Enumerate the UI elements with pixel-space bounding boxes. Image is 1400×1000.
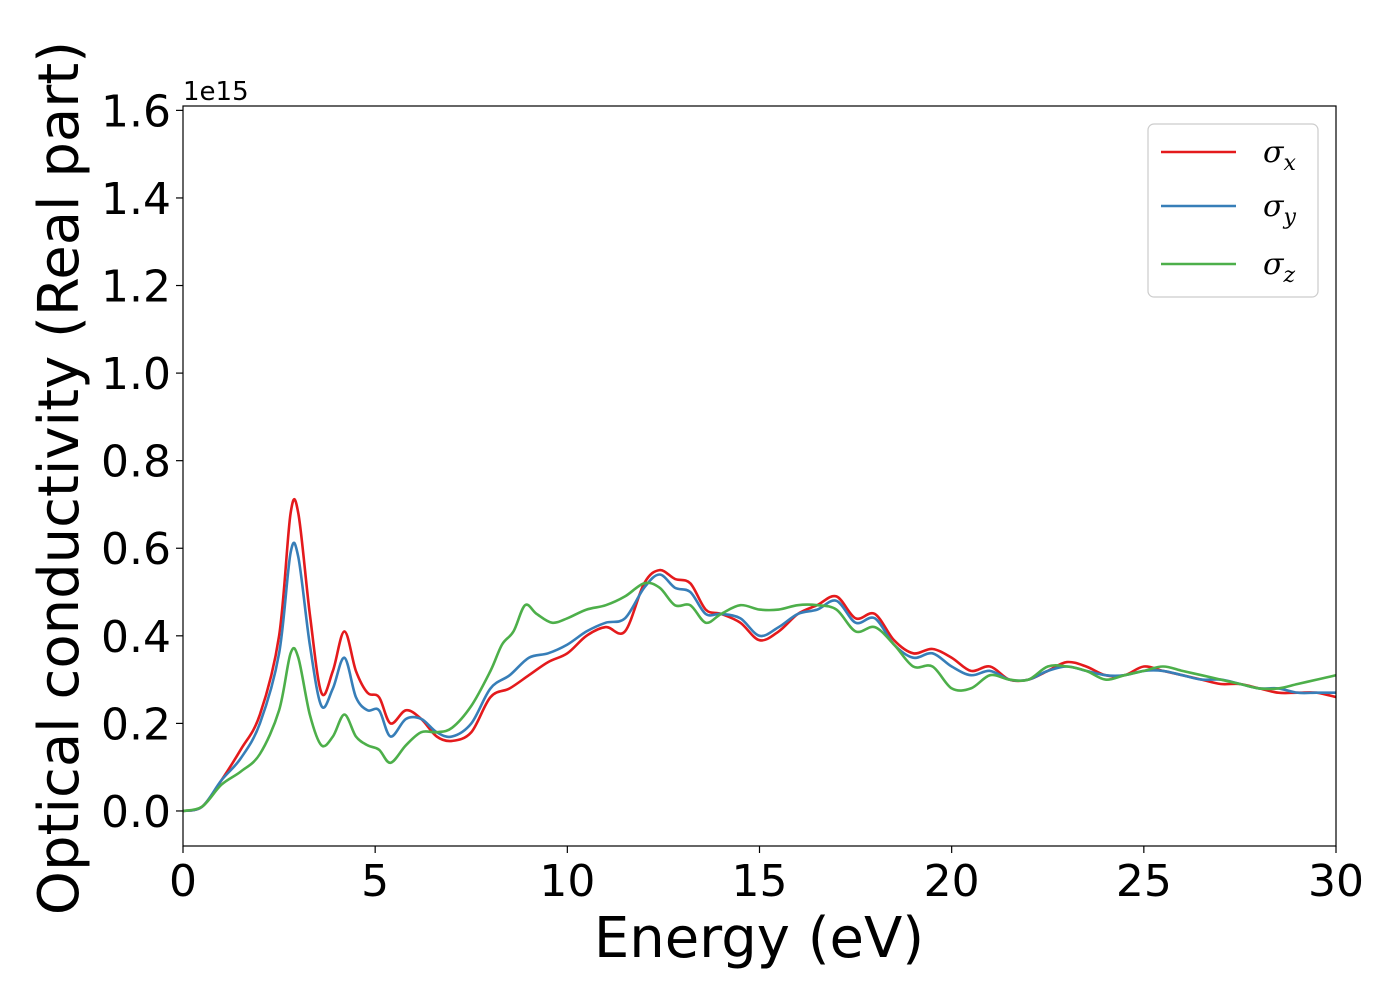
x-tick-label: 25 xyxy=(1116,856,1172,907)
legend-label-x: σx xyxy=(1263,135,1296,176)
series-line-z xyxy=(182,581,1337,813)
x-tick-label: 0 xyxy=(169,856,197,907)
x-tick-label: 10 xyxy=(539,856,595,907)
x-tick-label: 30 xyxy=(1308,856,1364,907)
series-layer xyxy=(182,497,1337,813)
x-tick-label: 20 xyxy=(924,856,980,907)
legend: σx σy σz xyxy=(1147,123,1319,298)
y-tick-label: 0.6 xyxy=(101,524,171,575)
legend-items: σx σy σz xyxy=(1161,135,1296,288)
y-axis-ticks: 0.0 0.2 0.4 0.6 0.8 1.0 1.2 1.4 1.6 xyxy=(101,86,183,838)
plot-background xyxy=(183,106,1336,846)
legend-box xyxy=(1147,123,1319,298)
x-tick-label: 5 xyxy=(361,856,389,907)
y-tick-label: 0.0 xyxy=(101,787,171,838)
y-tick-label: 0.2 xyxy=(101,699,171,750)
y-tick-label: 0.8 xyxy=(101,437,171,488)
y-tick-label: 0.4 xyxy=(101,612,171,663)
legend-label-y: σy xyxy=(1263,189,1296,230)
x-axis-ticks: 0 5 10 15 20 25 30 xyxy=(169,846,1364,907)
x-axis-title: Energy (eV) xyxy=(594,906,924,971)
y-tick-label: 1.4 xyxy=(101,174,171,225)
y-axis-title: Optical conductivity (Real part) xyxy=(27,41,92,915)
y-offset-label: 1e15 xyxy=(183,77,249,107)
y-tick-label: 1.0 xyxy=(101,349,171,400)
y-tick-label: 1.2 xyxy=(101,262,171,313)
legend-label-z: σz xyxy=(1263,247,1295,288)
y-tick-label: 1.6 xyxy=(101,86,171,137)
x-tick-label: 15 xyxy=(732,856,788,907)
